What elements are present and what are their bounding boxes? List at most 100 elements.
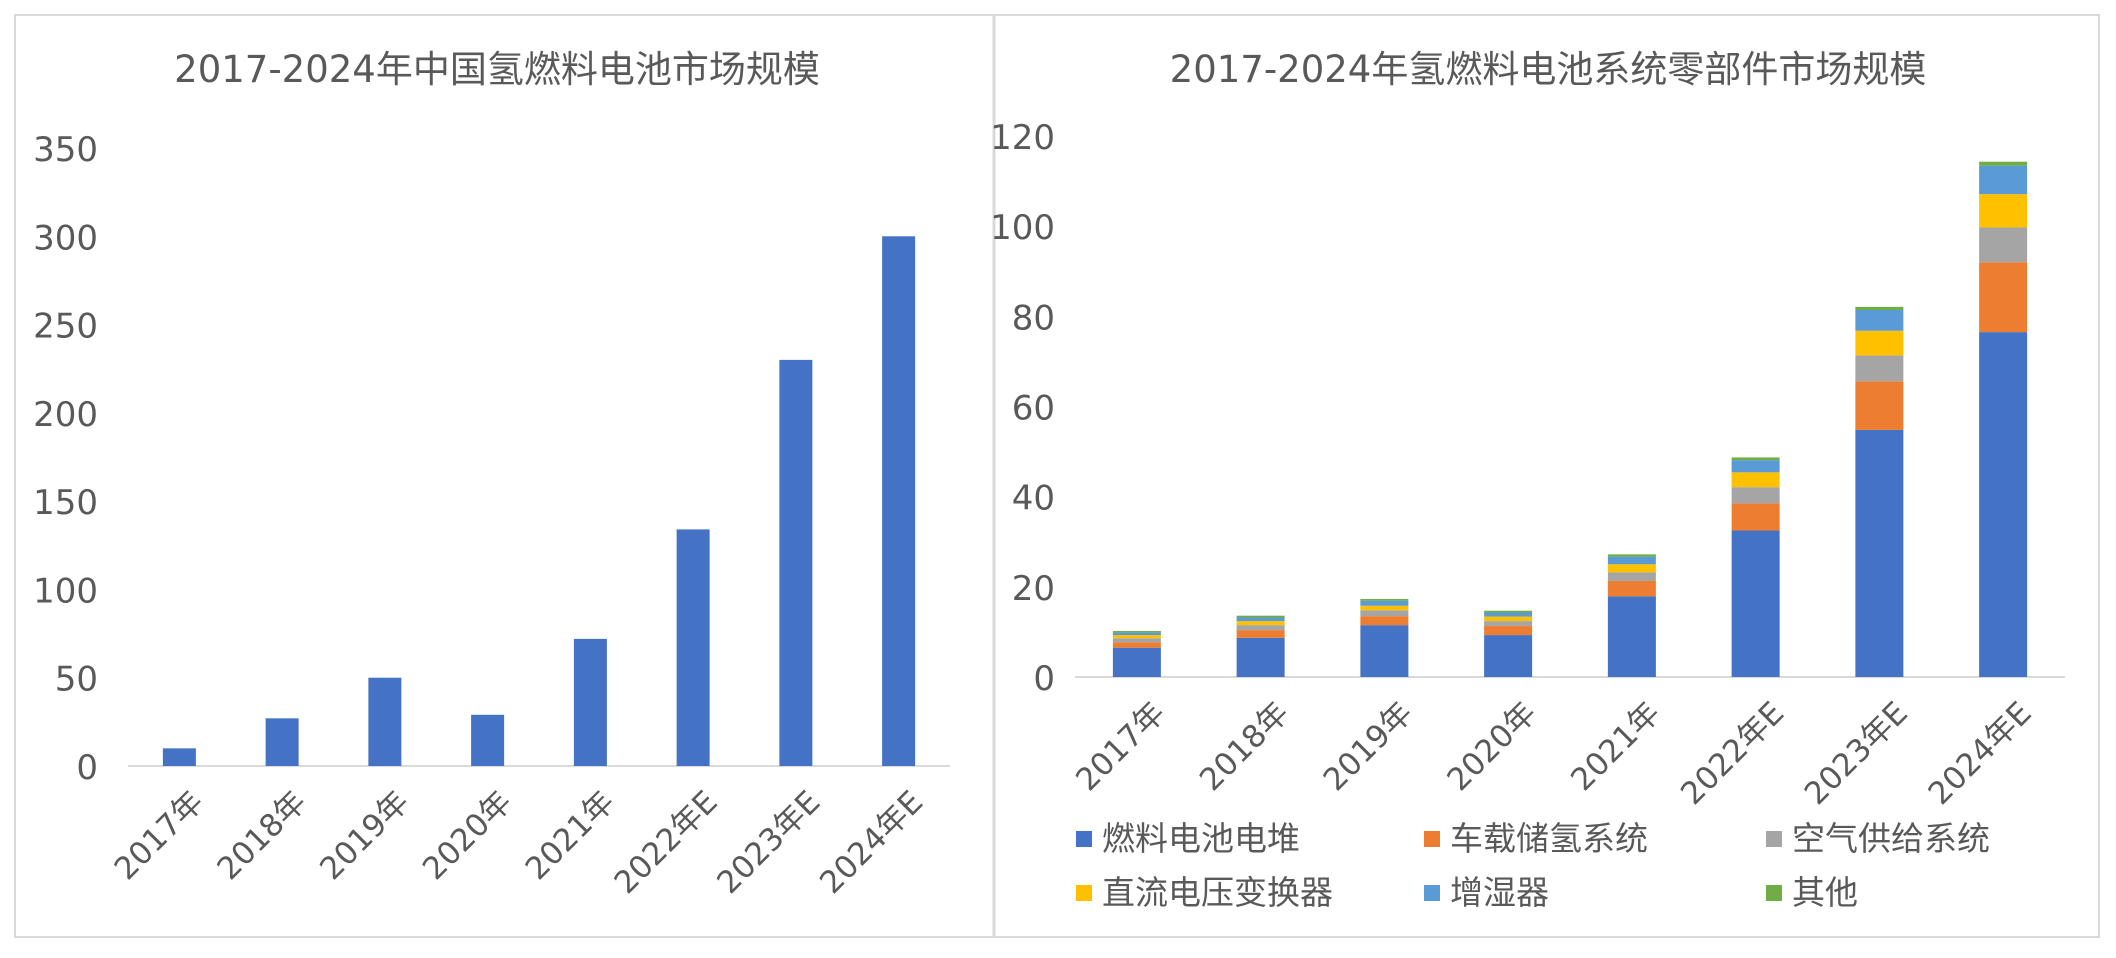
left-y-tick-label: 300 — [33, 218, 98, 258]
right-bar-segment — [1979, 227, 2028, 263]
right-bar-segment — [1979, 165, 2028, 195]
left-y-tick-label: 250 — [33, 307, 98, 347]
right-bar-segment — [1112, 632, 1161, 636]
right-bar-segment — [1979, 161, 2028, 166]
right-y-tick-label: 120 — [990, 118, 1055, 158]
right-bar-segment — [1236, 621, 1285, 626]
right-y-tick-label: 80 — [1012, 298, 1055, 338]
right-x-tick-label: 2020年 — [1440, 695, 1543, 798]
right-bar-segment — [1360, 610, 1409, 617]
right-bar-segment — [1236, 615, 1285, 618]
right-bar-segment — [1112, 647, 1161, 677]
left-y-tick-label: 150 — [33, 483, 98, 523]
right-bar-segment — [1360, 599, 1409, 601]
legend-label: 增湿器 — [1450, 873, 1549, 912]
right-bar-segment — [1112, 638, 1161, 643]
right-bar-segment — [1855, 355, 1904, 382]
right-bar-segment — [1236, 617, 1285, 622]
right-y-tick-label: 40 — [1012, 479, 1055, 519]
right-bar-segment — [1731, 457, 1780, 461]
left-x-tick-label: 2018年 — [210, 784, 313, 887]
right-y-tick-label: 60 — [1012, 389, 1055, 429]
right-bar-segment — [1484, 610, 1533, 613]
left-bar — [265, 718, 299, 766]
right-x-tick-label: 2018年 — [1193, 695, 1296, 798]
legend-label: 直流电压变换器 — [1102, 873, 1333, 912]
right-bar-segment — [1112, 635, 1161, 639]
right-bar-segment — [1607, 580, 1656, 597]
left-y-tick-label: 350 — [33, 130, 98, 170]
right-y-tick-label: 0 — [1033, 659, 1055, 699]
right-bar-segment — [1979, 194, 2028, 228]
right-x-tick-label: 2024年E — [1922, 695, 2039, 812]
left-bar — [779, 359, 813, 766]
right-bar-segment — [1112, 642, 1161, 648]
right-bar-segment — [1360, 625, 1409, 677]
right-bar-segment — [1484, 626, 1533, 636]
right-bar-segment — [1855, 330, 1904, 356]
right-bar-segment — [1236, 637, 1285, 677]
right-bar-segment — [1607, 572, 1656, 581]
legend-swatch — [1424, 831, 1440, 847]
right-bar-segment — [1484, 621, 1533, 627]
left-bar — [368, 677, 402, 766]
left-x-tick-label: 2022年E — [608, 784, 725, 901]
right-x-tick-label: 2017年 — [1069, 695, 1172, 798]
left-x-tick-label: 2017年 — [108, 784, 211, 887]
left-bar — [162, 748, 196, 766]
left-y-tick-label: 0 — [76, 748, 98, 788]
right-bar-segment — [1855, 306, 1904, 311]
left-y-tick-label: 50 — [55, 660, 98, 700]
legend-swatch — [1076, 831, 1092, 847]
right-bar-segment — [1607, 564, 1656, 573]
right-bar-segment — [1731, 530, 1780, 677]
right-y-tick-label: 100 — [990, 208, 1055, 248]
left-x-tick-label: 2020年 — [416, 784, 519, 887]
legend-swatch — [1076, 885, 1092, 901]
right-x-tick-label: 2021年 — [1564, 695, 1667, 798]
legend-label: 其他 — [1792, 873, 1858, 912]
legend-label: 燃料电池电堆 — [1102, 819, 1300, 858]
right-chart: 2017-2024年氢燃料电池系统零部件市场规模 0 20 40 60 80 100 120… — [990, 48, 2065, 912]
right-bar-segment — [1236, 625, 1285, 631]
left-bar — [676, 529, 710, 766]
legend-swatch — [1424, 885, 1440, 901]
left-x-tick-label: 2019年 — [313, 784, 416, 887]
right-x-tick-label: 2022年E — [1674, 695, 1791, 812]
right-bar-segment — [1607, 556, 1656, 565]
right-bar-segment — [1360, 605, 1409, 611]
right-bar-segment — [1607, 554, 1656, 557]
right-bar-segment — [1360, 600, 1409, 606]
right-bar-segment — [1731, 487, 1780, 504]
right-bar-segment — [1484, 612, 1533, 617]
right-bar-segment — [1236, 630, 1285, 638]
legend-swatch — [1766, 885, 1782, 901]
right-bar-segment — [1731, 503, 1780, 531]
left-x-tick-label: 2024年E — [813, 784, 930, 901]
left-bar — [573, 638, 607, 766]
left-y-tick-label: 100 — [33, 571, 98, 611]
right-chart-title: 2017-2024年氢燃料电池系统零部件市场规模 — [1170, 48, 1927, 91]
right-bar-segment — [1360, 616, 1409, 626]
right-bar-segment — [1855, 429, 1904, 677]
left-bar — [882, 236, 916, 767]
right-bar-segment — [1855, 381, 1904, 430]
legend-label: 车载储氢系统 — [1450, 819, 1648, 858]
right-bar-segment — [1979, 262, 2028, 333]
right-bar-segment — [1855, 310, 1904, 331]
right-x-tick-label: 2023年E — [1798, 695, 1915, 812]
right-bar-segment — [1731, 472, 1780, 488]
right-bar-segment — [1112, 631, 1161, 633]
left-bar — [471, 714, 505, 766]
right-bar-segment — [1607, 596, 1656, 677]
legend-label: 空气供给系统 — [1792, 819, 1990, 858]
right-bar-segment — [1731, 460, 1780, 473]
right-bar-segment — [1484, 616, 1533, 622]
right-y-tick-label: 20 — [1012, 569, 1055, 609]
legend-swatch — [1766, 831, 1782, 847]
right-bar-segment — [1484, 635, 1533, 677]
left-x-tick-label: 2023年E — [710, 784, 827, 901]
left-chart-title: 2017-2024年中国氢燃料电池市场规模 — [174, 48, 820, 91]
left-chart: 2017-2024年中国氢燃料电池市场规模 0 50 100 150 200 250 300… — [33, 48, 950, 901]
